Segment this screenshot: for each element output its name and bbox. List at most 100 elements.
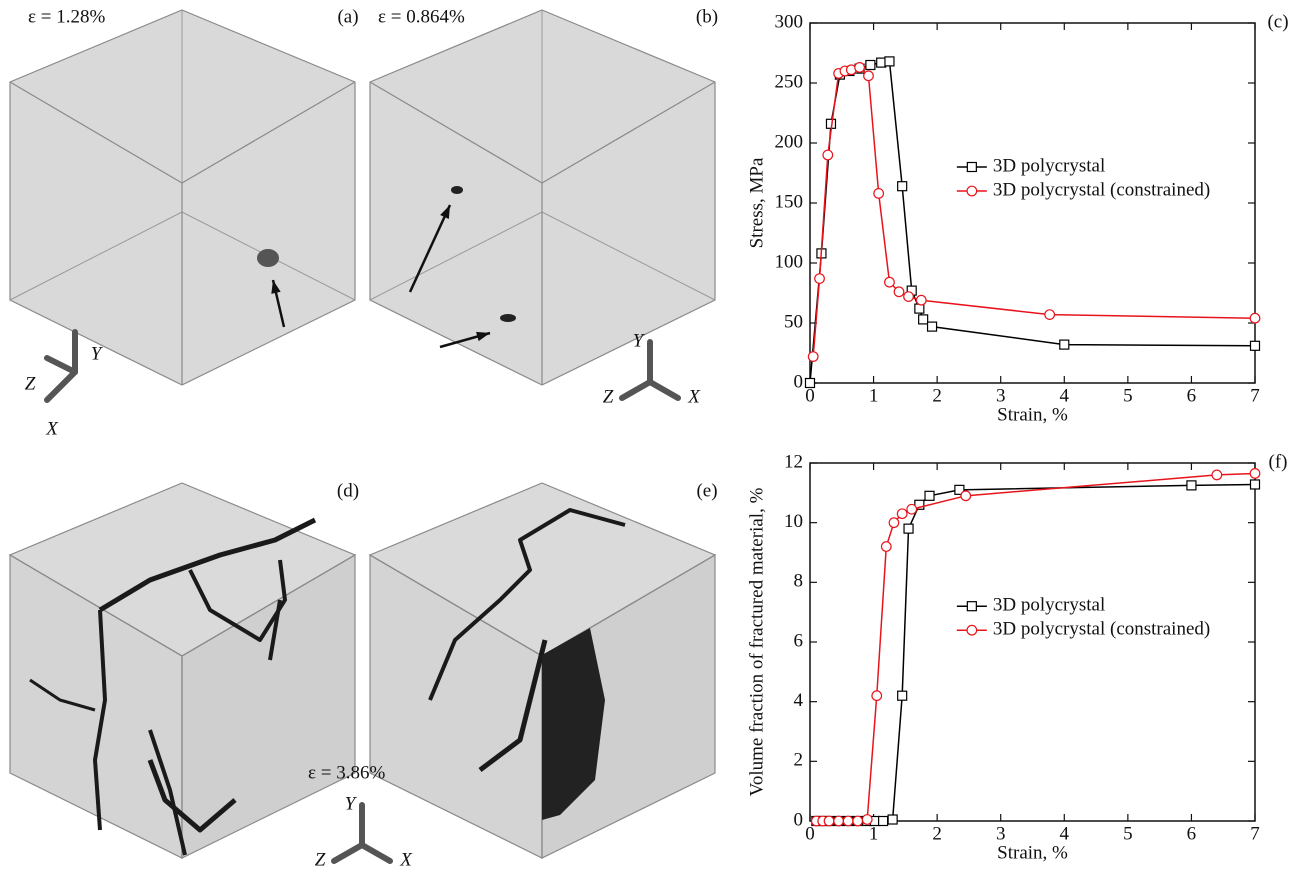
marker — [808, 352, 818, 362]
panel-label: (a) — [337, 6, 358, 27]
panel-label: (d) — [337, 480, 359, 501]
x-tick-label: 7 — [1250, 385, 1260, 406]
panel-label: (e) — [696, 480, 717, 501]
strain-annotation: ε = 3.86% — [308, 762, 385, 783]
y-tick-label: 10 — [784, 511, 803, 532]
crack-nucleus — [451, 186, 463, 194]
marker — [879, 817, 888, 826]
x-axis-label: Strain, % — [997, 404, 1068, 425]
triad-axis — [362, 845, 390, 861]
triad-label: Z — [25, 373, 36, 394]
marker — [877, 58, 886, 67]
marker — [961, 491, 971, 501]
x-tick-label: 4 — [1060, 385, 1070, 406]
marker — [904, 292, 914, 302]
y-tick-label: 300 — [775, 11, 804, 32]
marker — [885, 57, 894, 66]
crack-nucleus — [257, 249, 279, 267]
triad-axis — [47, 372, 75, 400]
x-tick-label: 0 — [805, 385, 815, 406]
marker — [1251, 341, 1260, 350]
triad-label: Z — [603, 386, 614, 407]
triad-axis — [650, 382, 678, 398]
legend-label: 3D polycrystal — [993, 155, 1105, 176]
marker — [853, 816, 863, 826]
y-tick-label: 12 — [784, 451, 803, 472]
panel-label: (f) — [1269, 451, 1288, 472]
x-tick-label: 1 — [869, 385, 879, 406]
legend-label: 3D polycrystal (constrained) — [993, 619, 1210, 640]
y-tick-label: 4 — [794, 690, 804, 711]
strain-annotation: ε = 0.864% — [378, 6, 465, 27]
marker — [967, 163, 976, 172]
y-tick-label: 200 — [775, 131, 804, 152]
x-tick-label: 0 — [805, 823, 815, 844]
marker — [855, 63, 865, 73]
y-axis-label: Stress, MPa — [746, 157, 767, 248]
y-tick-label: 50 — [784, 311, 803, 332]
y-tick-label: 2 — [794, 750, 804, 771]
marker — [885, 277, 895, 287]
triad-axis — [47, 358, 75, 372]
triad-axis — [334, 845, 362, 861]
x-tick-label: 2 — [932, 823, 942, 844]
marker — [1250, 469, 1260, 479]
x-tick-label: 3 — [996, 385, 1006, 406]
triad-label: X — [45, 418, 59, 439]
triad-label: Z — [315, 849, 326, 870]
marker — [806, 379, 815, 388]
series-line — [816, 473, 1255, 821]
series-line — [816, 484, 1255, 821]
x-tick-label: 6 — [1187, 823, 1197, 844]
panel-label: (b) — [696, 6, 718, 27]
marker — [815, 274, 825, 284]
crack-nucleus — [500, 314, 516, 322]
triad-label: X — [687, 386, 701, 407]
marker — [1251, 480, 1260, 489]
triad-label: Y — [345, 793, 358, 814]
x-tick-label: 3 — [996, 823, 1006, 844]
x-tick-label: 5 — [1123, 823, 1133, 844]
marker — [1212, 470, 1222, 480]
series-line — [813, 67, 1255, 356]
marker — [967, 625, 977, 635]
y-tick-label: 6 — [794, 630, 804, 651]
x-tick-label: 5 — [1123, 385, 1133, 406]
y-tick-label: 100 — [775, 251, 804, 272]
x-tick-label: 1 — [869, 823, 879, 844]
triad-label: Y — [91, 343, 104, 364]
marker — [967, 602, 976, 611]
marker — [872, 691, 882, 701]
y-tick-label: 0 — [794, 809, 804, 830]
panel-label: (c) — [1267, 11, 1288, 32]
marker — [881, 542, 891, 552]
marker — [864, 71, 874, 81]
marker — [823, 150, 833, 160]
y-axis-label: Volume fraction of fractured material, % — [746, 487, 767, 796]
marker — [898, 691, 907, 700]
marker — [866, 61, 875, 70]
legend-label: 3D polycrystal — [993, 595, 1105, 616]
y-tick-label: 150 — [775, 191, 804, 212]
triad-label: X — [399, 849, 413, 870]
marker — [894, 287, 904, 297]
marker — [824, 816, 834, 826]
marker — [1045, 310, 1055, 320]
marker — [843, 816, 853, 826]
y-tick-label: 0 — [794, 371, 804, 392]
marker — [967, 186, 977, 196]
marker — [874, 189, 884, 199]
plot-frame — [810, 23, 1255, 383]
x-tick-label: 6 — [1187, 385, 1197, 406]
strain-annotation: ε = 1.28% — [28, 6, 105, 27]
marker — [904, 524, 913, 533]
x-axis-label: Strain, % — [997, 842, 1068, 863]
marker — [1250, 313, 1260, 323]
marker — [925, 491, 934, 500]
marker — [862, 815, 872, 825]
x-tick-label: 7 — [1250, 823, 1260, 844]
figure: YZXYZXYZX(a)(b)(d)(e)ε = 1.28%ε = 0.864%… — [0, 0, 1300, 881]
marker — [889, 518, 899, 528]
legend-label: 3D polycrystal (constrained) — [993, 179, 1210, 200]
marker — [888, 815, 897, 824]
